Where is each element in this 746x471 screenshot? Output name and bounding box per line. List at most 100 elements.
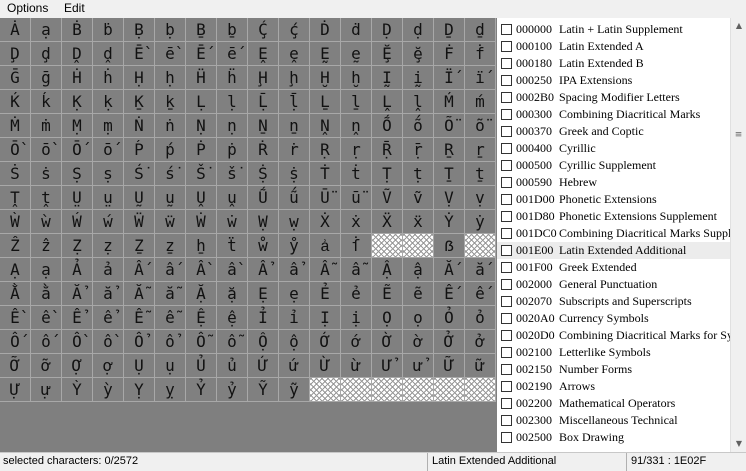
char-cell[interactable]: Ḡ (0, 66, 31, 90)
char-cell[interactable]: Ḋ (310, 18, 341, 42)
char-cell[interactable]: Ḽ (372, 90, 403, 114)
char-cell[interactable]: ễ (155, 306, 186, 330)
char-cell[interactable]: Ḫ (310, 66, 341, 90)
char-cell[interactable]: ị (341, 306, 372, 330)
char-cell[interactable]: Ṑ (0, 138, 31, 162)
char-cell[interactable]: Ṗ (186, 138, 217, 162)
char-cell[interactable]: ứ (279, 354, 310, 378)
char-cell[interactable]: ẍ (403, 210, 434, 234)
block-list-item[interactable]: 0002B0 Spacing Modifier Letters (497, 89, 730, 106)
char-cell[interactable]: ḷ (217, 90, 248, 114)
char-cell[interactable]: ṳ (93, 186, 124, 210)
char-cell[interactable]: Ọ (372, 306, 403, 330)
block-list-item[interactable]: 000100 Latin Extended A (497, 38, 730, 55)
char-cell[interactable]: ṟ (465, 138, 496, 162)
char-cell[interactable]: Ḍ (372, 18, 403, 42)
char-cell[interactable]: ợ (93, 354, 124, 378)
char-cell[interactable]: ẖ (186, 234, 217, 258)
char-cell[interactable]: ḯ (465, 66, 496, 90)
char-cell[interactable]: ỳ (93, 378, 124, 402)
char-cell[interactable]: Ẏ (434, 210, 465, 234)
char-cell[interactable]: ṩ (279, 162, 310, 186)
char-cell[interactable]: Ṧ (186, 162, 217, 186)
char-cell[interactable]: Ẫ (310, 258, 341, 282)
char-cell[interactable]: ẘ (248, 234, 279, 258)
char-cell[interactable]: ḭ (403, 66, 434, 90)
char-cell[interactable]: ữ (465, 354, 496, 378)
char-cell[interactable]: Ṳ (62, 186, 93, 210)
char-cell[interactable]: Ố (0, 330, 31, 354)
char-cell[interactable]: ố (31, 330, 62, 354)
char-cell[interactable]: Ẹ (248, 282, 279, 306)
char-cell[interactable]: Ḣ (62, 66, 93, 90)
char-cell[interactable]: ỉ (279, 306, 310, 330)
block-list-item[interactable]: 002300 Miscellaneous Technical (497, 412, 730, 429)
scroll-grip-icon[interactable]: ≡ (734, 130, 743, 140)
char-cell[interactable]: Ẕ (124, 234, 155, 258)
char-cell[interactable]: ḓ (93, 42, 124, 66)
char-cell[interactable]: ṣ (93, 162, 124, 186)
char-cell[interactable]: ả (93, 258, 124, 282)
block-list-item[interactable]: 001E00 Latin Extended Additional (497, 242, 730, 259)
block-list-item[interactable]: 0020A0 Currency Symbols (497, 310, 730, 327)
char-cell[interactable]: Ự (0, 378, 31, 402)
block-list-item[interactable]: 000300 Combining Diacritical Marks (497, 106, 730, 123)
block-checkbox[interactable] (501, 92, 512, 103)
char-cell[interactable]: Ủ (186, 354, 217, 378)
block-list-item[interactable]: 000370 Greek and Coptic (497, 123, 730, 140)
char-cell[interactable]: ầ (217, 258, 248, 282)
scroll-down-icon[interactable]: ▼ (735, 439, 743, 448)
char-cell[interactable]: Ổ (124, 330, 155, 354)
char-cell[interactable]: Ỉ (248, 306, 279, 330)
char-cell[interactable]: ế (465, 282, 496, 306)
char-cell[interactable]: ỡ (31, 354, 62, 378)
block-checkbox[interactable] (501, 330, 512, 341)
char-cell[interactable]: ṍ (403, 114, 434, 138)
char-cell[interactable]: Ṇ (186, 114, 217, 138)
block-list-item[interactable]: 002100 Letterlike Symbols (497, 344, 730, 361)
char-cell[interactable]: Ṥ (124, 162, 155, 186)
char-cell[interactable]: ṗ (217, 138, 248, 162)
char-cell[interactable]: ẞ (434, 234, 465, 258)
char-cell[interactable]: Ṝ (372, 138, 403, 162)
char-cell[interactable]: ậ (403, 258, 434, 282)
char-cell[interactable]: ẩ (279, 258, 310, 282)
char-cell[interactable]: ớ (341, 330, 372, 354)
block-list-scrollbar[interactable]: ▲ ≡ ▼ (730, 18, 746, 452)
char-cell[interactable]: Ḧ (186, 66, 217, 90)
char-cell[interactable]: Ẍ (372, 210, 403, 234)
char-cell[interactable]: ḫ (341, 66, 372, 90)
char-cell[interactable]: Ẓ (62, 234, 93, 258)
char-cell[interactable]: ḩ (279, 66, 310, 90)
char-cell[interactable]: Ṃ (62, 114, 93, 138)
char-cell[interactable]: Ằ (0, 282, 31, 306)
char-cell[interactable]: ṕ (155, 138, 186, 162)
char-cell[interactable]: Ṵ (124, 186, 155, 210)
char-cell[interactable]: ệ (217, 306, 248, 330)
char-cell[interactable]: Ṹ (248, 186, 279, 210)
char-cell[interactable]: ẑ (31, 234, 62, 258)
char-cell[interactable]: ẻ (341, 282, 372, 306)
char-cell[interactable]: ẉ (279, 210, 310, 234)
block-list-item[interactable]: 0020D0 Combining Diacritical Marks for Sy… (497, 327, 730, 344)
block-checkbox[interactable] (501, 177, 512, 188)
char-cell[interactable]: ḣ (93, 66, 124, 90)
char-cell[interactable]: Ṏ (434, 114, 465, 138)
menu-options[interactable]: Options (7, 1, 49, 15)
char-cell[interactable]: Ḱ (0, 90, 31, 114)
char-cell[interactable]: ử (403, 354, 434, 378)
char-cell[interactable]: Ṛ (310, 138, 341, 162)
char-cell[interactable]: ṝ (403, 138, 434, 162)
char-cell[interactable]: ề (31, 306, 62, 330)
char-cell[interactable]: Ṕ (124, 138, 155, 162)
char-cell[interactable]: ỗ (217, 330, 248, 354)
char-cell[interactable]: ḻ (341, 90, 372, 114)
char-cell[interactable]: Ả (62, 258, 93, 282)
char-cell[interactable]: Ỗ (186, 330, 217, 354)
block-list-item[interactable]: 000500 Cyrillic Supplement (497, 157, 730, 174)
char-cell[interactable]: ḳ (93, 90, 124, 114)
char-cell[interactable]: Ṟ (434, 138, 465, 162)
char-cell[interactable]: ẚ (310, 234, 341, 258)
block-list-item[interactable]: 002190 Arrows (497, 378, 730, 395)
